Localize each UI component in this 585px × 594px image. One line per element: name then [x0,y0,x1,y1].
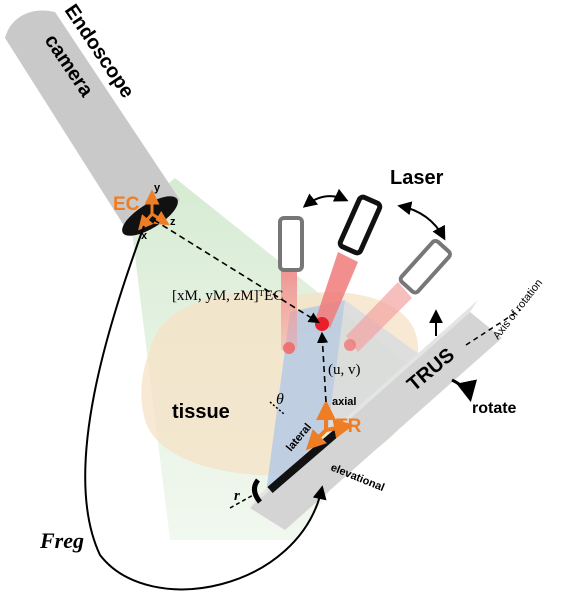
laser-emitter-icon [278,216,304,272]
ec-z-axis-label: z [170,216,176,228]
axial-axis-label: axial [332,396,356,408]
axis-of-rotation-label: Axis of rotation [491,277,545,342]
laser-marker-point [315,317,329,331]
rotation-r-arc [252,478,262,504]
laser-beam-left [281,270,297,350]
theta-label: θ [276,391,284,408]
theta-indicator [269,401,285,415]
tr-frame-label: TR [336,416,362,437]
tissue-label: tissue [172,401,230,423]
transducer-array [267,424,345,494]
ec-coordinate-frame-icon [138,189,170,231]
ec-y-axis-label: y [154,182,161,194]
r-label: r [234,488,240,504]
r-radius-line [229,493,256,509]
laser-swing-arrow-right [397,201,446,241]
laser-beam-right [346,282,412,352]
marker-coordinate-label: [xM, yM, zM]ᵀEC [172,288,283,304]
laser-emitter-left [278,216,304,272]
freg-label: Freg [39,528,84,553]
tr-coordinate-frame-icon [305,400,354,451]
laser-emitter-right [398,238,452,295]
laser-emitter-icon [337,194,383,256]
laser-spot-right [344,339,356,351]
laser-spot-left [283,342,295,354]
camera-body-icon [5,10,180,233]
laser-beam-center [316,252,358,328]
rotate-arrow-icon [451,378,477,403]
image-coordinate-label: (u, v) [328,362,361,378]
axis-of-rotation-line [465,309,521,346]
ec-x-axis-label: x [141,230,148,242]
tr-to-marker-line [316,331,329,403]
laser-label: Laser [390,167,444,189]
laser-swing-arrow-left [302,188,349,208]
registration-transform-arrow [84,225,327,591]
camera-to-marker-line [153,219,320,324]
laser-emitter-center [337,194,383,256]
ec-frame-label: EC [113,194,140,215]
rotate-label: rotate [472,400,517,417]
trus-probe-body [250,312,502,530]
laser-emitter-icon [398,238,452,295]
